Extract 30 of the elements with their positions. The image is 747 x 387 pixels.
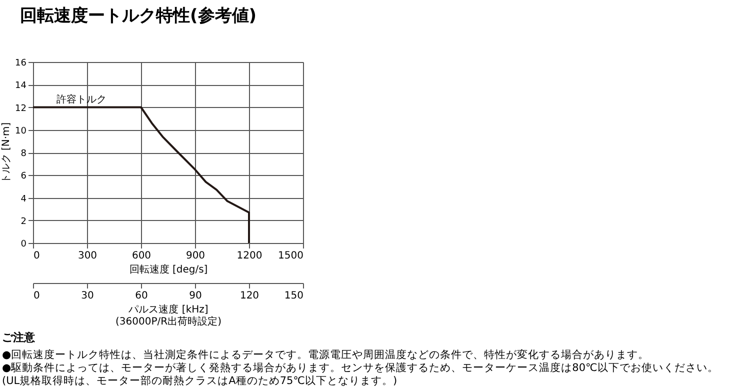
chart-title: 回転速度ートルク特性(参考値) xyxy=(20,6,257,26)
line-series xyxy=(32,106,250,244)
x-tick-label: 600 xyxy=(132,250,152,262)
x-tick-label: 900 xyxy=(186,250,206,262)
y-tick-label: 0 xyxy=(20,240,27,250)
y-tick-label: 8 xyxy=(20,149,27,159)
text: ご注意 xyxy=(2,331,36,344)
y-tick-label: 16 xyxy=(15,58,27,68)
x2-tick-label: 90 xyxy=(189,290,202,302)
x2-tick-label: 0 xyxy=(34,290,40,302)
y-tick-label: 10 xyxy=(15,126,27,136)
y-tick-label: 2 xyxy=(20,216,26,227)
x-tick-label: 1200 xyxy=(236,250,262,262)
y-tick-label: 4 xyxy=(20,194,27,204)
x2-tick-label: 30 xyxy=(81,290,94,302)
x-tick-label: 300 xyxy=(78,250,98,262)
text: ●回転速度ートルク特性は、当社測定条件によるデータです。電源電圧や周囲温度などの条件で、特性が変化する場合があります。 xyxy=(2,348,650,361)
y-tick-label: 14 xyxy=(15,81,27,92)
x2-tick-label: 60 xyxy=(135,290,148,302)
x-axis-title: 回転速度 [deg/s] xyxy=(129,264,208,276)
text: (UL規格取得時は、モーター部の耐熱クラスはA種のため75℃以下となります。) xyxy=(2,374,398,387)
y-tick-label: 12 xyxy=(15,104,26,114)
text: ●駆動条件によっては、モーターが著しく発熱する場合があります。センサを保護するため、モーターケース温度は80℃以下でお使いください。 xyxy=(2,361,718,374)
y-axis-title: トルク [N·m] xyxy=(1,122,12,184)
x2-tick-label: 150 xyxy=(284,290,304,302)
x2-tick-label: 120 xyxy=(240,290,260,302)
x-tick-label: 1500 xyxy=(278,250,304,262)
x2-axis-title: パルス速度 [kHz] (36000P/R出荷時設定) xyxy=(116,304,222,328)
x-tick-label: 0 xyxy=(34,250,40,262)
y-tick-label: 6 xyxy=(20,172,27,182)
